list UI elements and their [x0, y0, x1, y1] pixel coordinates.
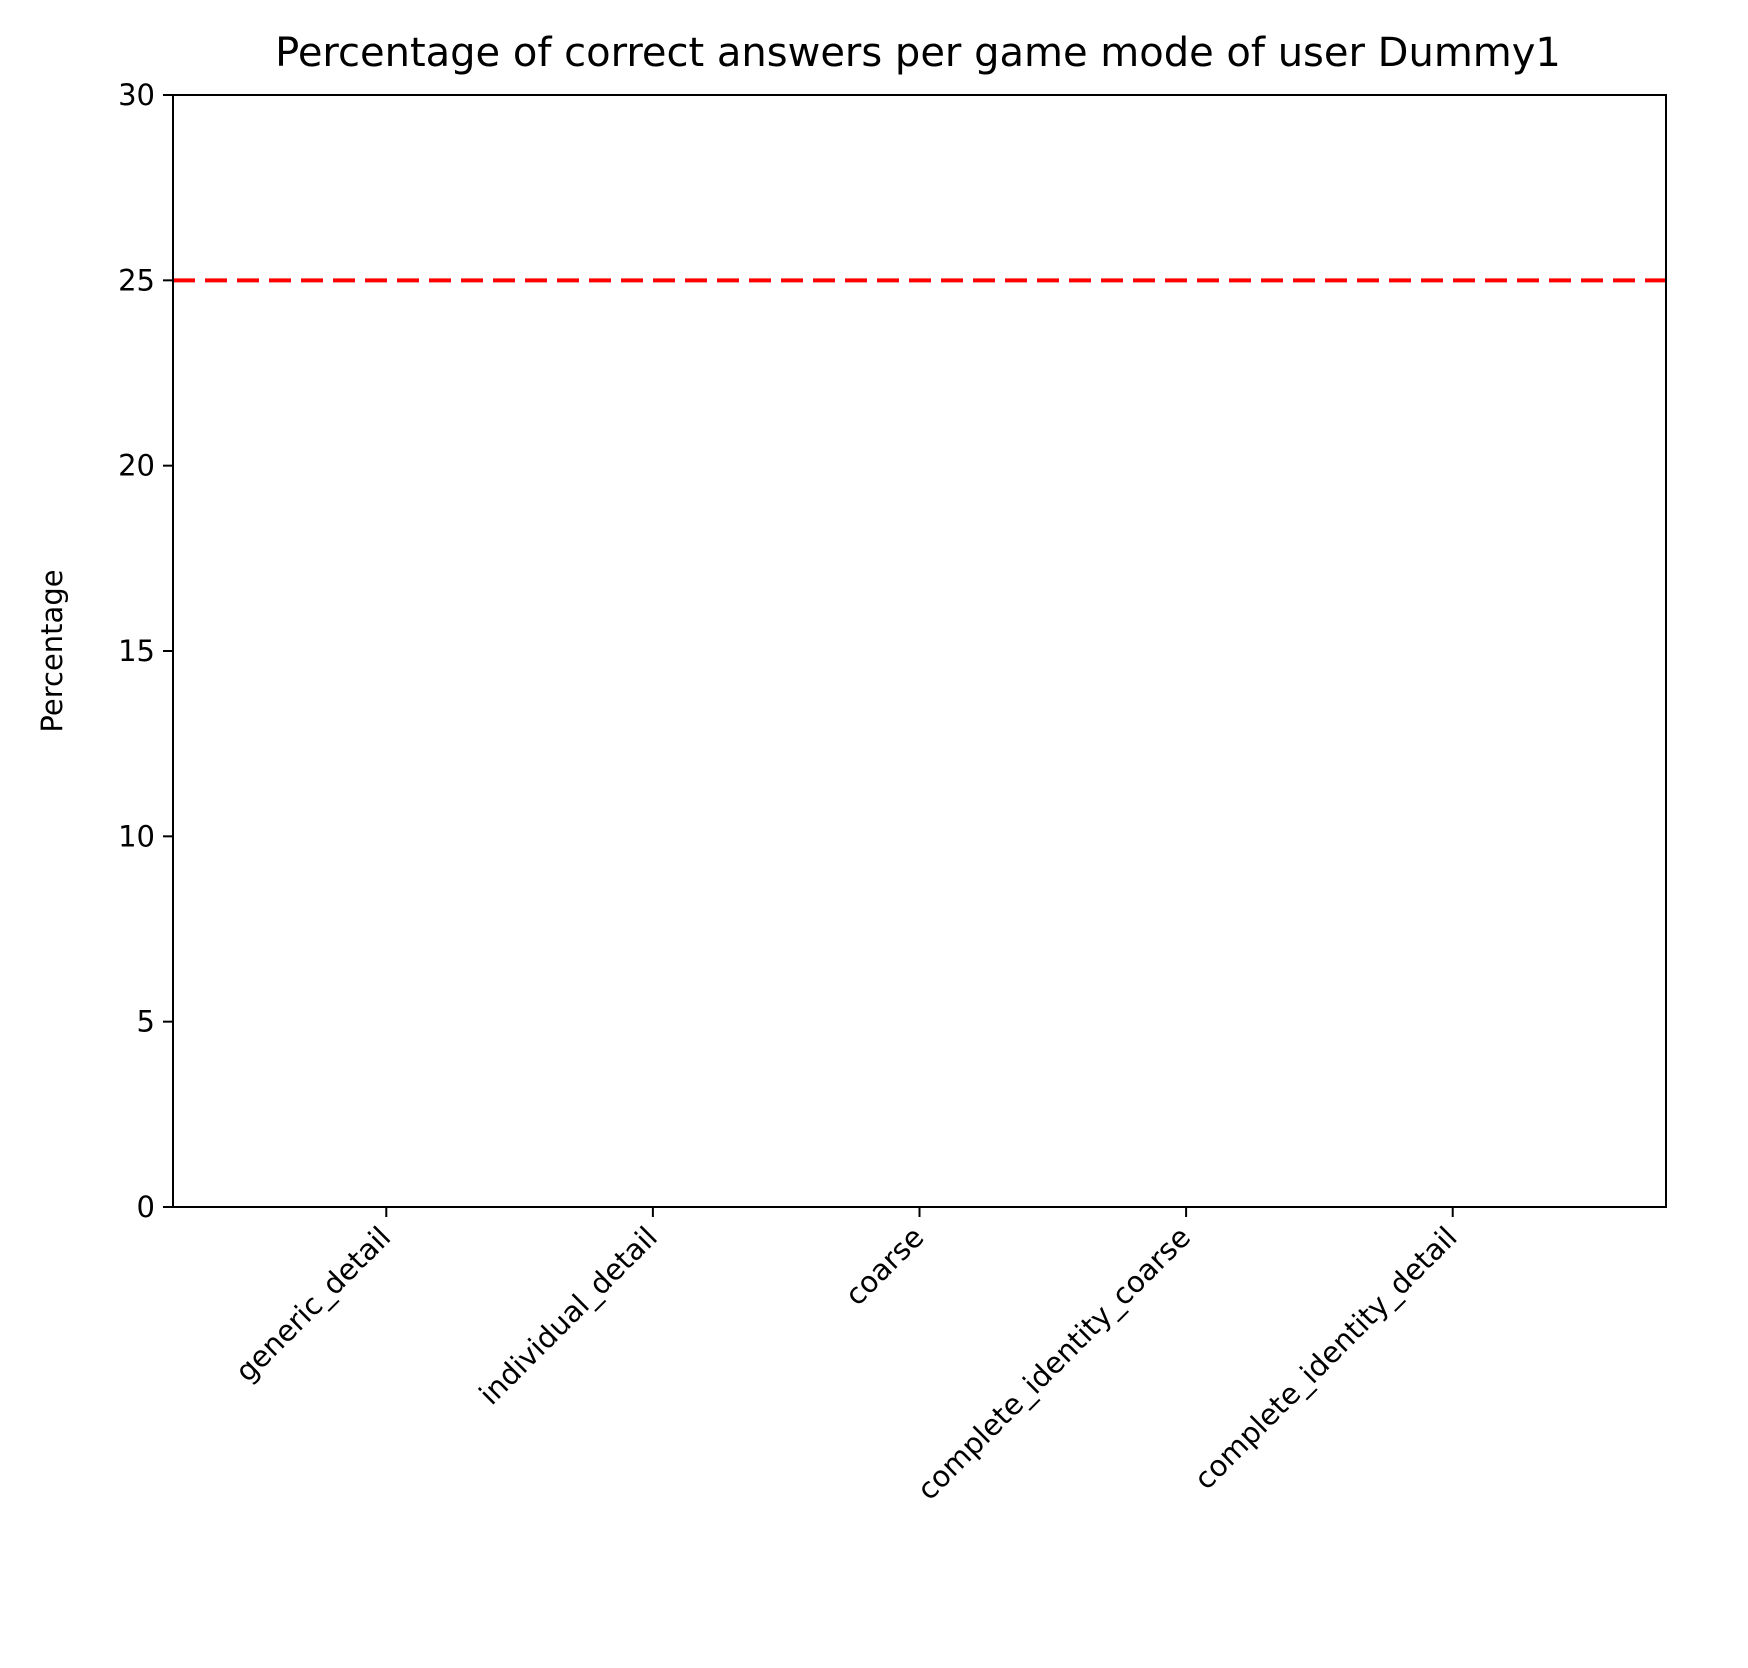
y-axis: 0 5 10 15 20 25 30: [118, 78, 173, 1224]
chart-title: Percentage of correct answers per game m…: [275, 30, 1561, 76]
y-tick-label: 30: [118, 78, 155, 112]
y-tick-label: 10: [118, 819, 155, 853]
y-tick-label: 0: [137, 1190, 155, 1224]
y-tick-label: 20: [118, 449, 155, 483]
y-tick-label: 25: [118, 263, 155, 297]
y-tick-label: 5: [137, 1005, 155, 1039]
y-axis-label: Percentage: [35, 569, 69, 732]
plot-frame: [172, 94, 1667, 1208]
y-tick-label: 15: [118, 634, 155, 668]
